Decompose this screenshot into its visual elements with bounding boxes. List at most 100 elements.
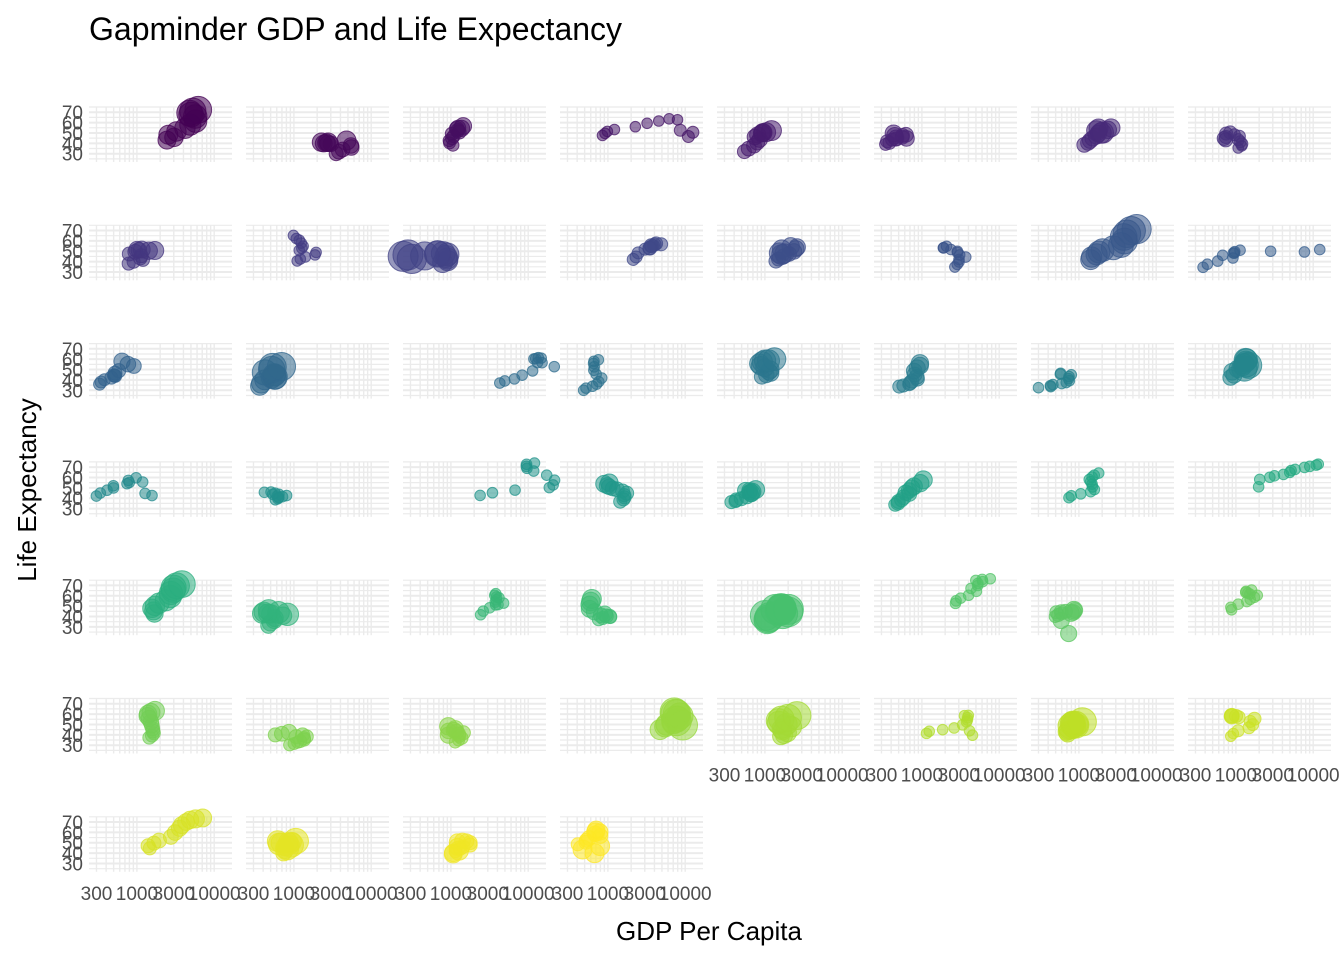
facet-panel: Comoros: [246, 192, 389, 281]
data-point: [282, 827, 309, 855]
data-point: [782, 701, 812, 730]
data-point: [448, 840, 469, 861]
y-tick-label: 60: [62, 232, 83, 253]
facet-panel: Angola: [246, 74, 389, 162]
facet-panel: Guinea-Bissau: [1031, 343, 1174, 399]
facet-strip-label: Eritrea: [130, 311, 192, 334]
facet-panel: Gabon: [403, 343, 561, 399]
y-tick-label: 30: [62, 500, 83, 521]
facet-strip-label: Rwanda: [1064, 547, 1141, 570]
data-point: [1067, 707, 1097, 737]
facet-strip-label: Angola: [285, 74, 351, 97]
facet-strip-label: Reunion: [906, 547, 984, 570]
facet-strip-label: Morocco: [120, 547, 201, 570]
panel-grid: [874, 579, 1017, 636]
data-point: [667, 709, 699, 741]
facet-strip-label: Congo, Dem. Rep.: [388, 192, 562, 215]
facet-strip-label: Cameroon: [1053, 74, 1151, 97]
x-tick-label: 10000: [659, 884, 712, 905]
data-point: [984, 572, 997, 585]
data-point: [940, 240, 953, 253]
facet-strip-label: Ghana: [757, 311, 820, 334]
facet-strip-label: Equatorial Guinea: [1175, 192, 1343, 215]
y-tick-label: 70: [62, 695, 83, 716]
data-point: [1312, 458, 1325, 470]
facet-panel: Niger: [560, 579, 703, 636]
facet-strip-label: Mali: [926, 429, 965, 452]
facet-strip-label: Somalia: [437, 666, 513, 689]
data-point: [184, 95, 213, 124]
panel-grid: [717, 224, 860, 281]
facet-strip-label: Zimbabwe: [583, 784, 680, 807]
data-point: [454, 117, 473, 135]
x-tick-label: 10000: [1130, 766, 1183, 787]
panel-grid: [560, 106, 703, 162]
data-point: [1074, 488, 1087, 500]
facet-panel: Congo, Rep.: [560, 224, 703, 281]
data-point: [671, 113, 684, 126]
data-point: [540, 469, 553, 481]
facet-panel: Libya: [403, 429, 561, 517]
facet-panel: Congo, Dem. Rep.: [387, 192, 562, 281]
x-tick-label: 300: [709, 766, 741, 787]
facet-strip-label: Libya: [449, 429, 500, 452]
facet-strip-label: Burkina Faso: [727, 74, 851, 97]
y-tick-label: 70: [62, 340, 83, 361]
facet-panel: Djibouti: [874, 224, 1017, 281]
facet-panel: Egypt: [1031, 214, 1174, 281]
panel-grid: [1188, 579, 1331, 636]
data-point: [528, 457, 541, 469]
y-tick-label: 40: [62, 844, 83, 865]
data-point: [146, 489, 158, 502]
y-tick-label: 50: [62, 715, 83, 736]
x-tick-label: 3000: [624, 884, 666, 905]
panel-grid: [246, 697, 389, 754]
data-point: [144, 700, 165, 721]
facet-strip-label: Botswana: [585, 74, 678, 97]
x-tick-label: 10000: [345, 884, 398, 905]
panel-grid: [560, 461, 703, 517]
facet-strip-label: Gambia: [595, 311, 669, 334]
x-tick-label: 10000: [816, 766, 869, 787]
facet-strip-label: Burundi: [909, 74, 981, 97]
data-point: [1253, 473, 1266, 486]
facet-strip-label: Mozambique: [257, 547, 377, 570]
facet-strip-label: Central African Republic: [1147, 74, 1344, 97]
chart-title: Gapminder GDP and Life Expectancy: [89, 11, 622, 47]
data-point: [258, 486, 271, 499]
x-tick-label: 3000: [781, 766, 823, 787]
data-point: [107, 479, 120, 492]
facet-strip-label: Kenya: [1230, 311, 1290, 334]
x-tick-label: 3000: [153, 884, 195, 905]
x-tick-label: 10000: [973, 766, 1026, 787]
y-tick-label: 60: [62, 114, 83, 135]
facet-strip-label: Madagascar: [574, 429, 690, 452]
facet-panel: Namibia: [403, 579, 546, 636]
x-tick-label: 300: [81, 884, 113, 905]
x-tick-label: 1000: [430, 884, 472, 905]
x-tick-label: 1000: [273, 884, 315, 905]
facet-strip-label: South Africa: [575, 666, 689, 689]
facet-strip-label: Sierra Leone: [257, 666, 377, 689]
facet-panel: Benin: [403, 106, 546, 162]
facet-panel: Sao Tome and Principe: [1188, 579, 1331, 636]
x-tick-label: 10000: [1287, 766, 1340, 787]
data-point: [772, 593, 804, 625]
data-point: [193, 808, 213, 828]
data-point: [136, 476, 149, 488]
x-tick-label: 10000: [188, 884, 241, 905]
y-tick-label: 70: [62, 458, 83, 479]
data-point: [509, 484, 521, 496]
data-point: [280, 723, 298, 741]
data-point: [746, 480, 766, 500]
x-tick-label: 300: [1180, 766, 1212, 787]
facet-strip-label: Comoros: [275, 192, 360, 215]
data-point: [592, 353, 605, 366]
x-tick-label: 1000: [744, 766, 786, 787]
y-tick-label: 40: [62, 726, 83, 747]
data-point: [1065, 490, 1078, 502]
